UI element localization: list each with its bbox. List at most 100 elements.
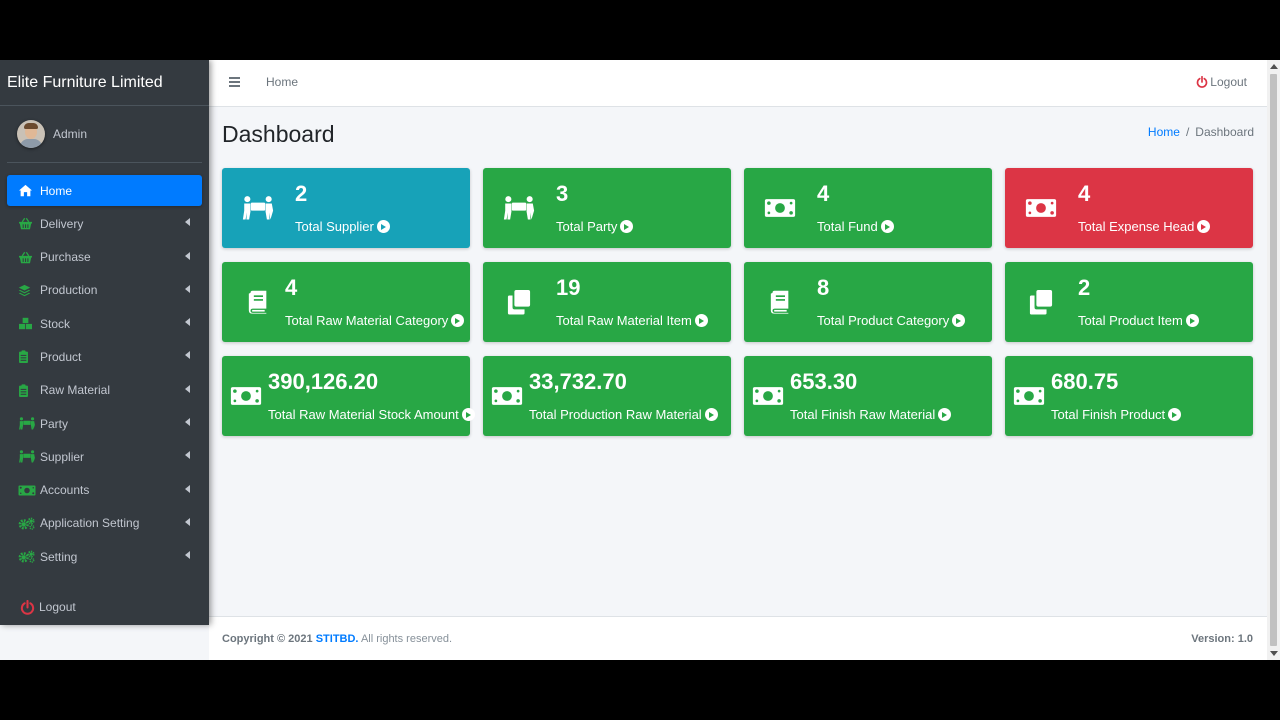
stat-label-link[interactable]: Total Finish Product [1051, 407, 1182, 422]
menu-toggle-icon[interactable] [229, 77, 240, 87]
stat-label: Total Finish Product [1051, 407, 1166, 422]
stat-value: 8 [817, 275, 830, 300]
arrow-circle-right-icon [451, 314, 465, 327]
stat-label-link[interactable]: Total Finish Raw Material [790, 407, 952, 422]
arrow-circle-right-icon [1197, 220, 1211, 233]
version-value: 1.0 [1237, 633, 1253, 645]
scroll-down-arrow-icon[interactable] [1270, 651, 1278, 656]
copyright-text: Copyright © 2021 [222, 633, 313, 645]
sidebar-item-product[interactable]: Product [7, 341, 202, 372]
scroll-up-arrow-icon[interactable] [1270, 64, 1278, 69]
scroll-thumb[interactable] [1270, 74, 1277, 646]
chevron-left-icon [185, 218, 190, 227]
arrow-circle-right-icon [704, 408, 718, 421]
sidebar-item-label: Delivery [40, 216, 84, 231]
money-icon [228, 382, 264, 410]
sidebar-item-setting[interactable]: Setting [7, 541, 202, 572]
top-logout-link[interactable]: Logout [1196, 75, 1247, 89]
breadcrumb-home[interactable]: Home [1147, 125, 1180, 139]
stat-box-total-production-raw-material[interactable]: 33,732.70 Total Production Raw Material [483, 356, 731, 436]
top-home-link[interactable]: Home [266, 75, 299, 89]
arrow-circle-right-icon [938, 408, 952, 421]
stat-label-link[interactable]: Total Product Category [817, 313, 966, 328]
sidebar-item-label: Supplier [40, 449, 85, 464]
breadcrumb-current: Dashboard [1195, 125, 1254, 139]
stat-value: 4 [817, 181, 830, 206]
stat-label: Total Supplier [295, 219, 374, 234]
sidebar-item-application-setting[interactable]: Application Setting [7, 508, 202, 539]
money-icon [18, 483, 36, 497]
stat-label: Total Fund [817, 219, 878, 234]
page-title: Dashboard [222, 121, 335, 147]
stat-label: Total Raw Material Item [556, 313, 692, 328]
sidebar-item-stock[interactable]: Stock [7, 308, 202, 339]
stat-box-total-product-item[interactable]: 2 Total Product Item [1005, 262, 1253, 342]
arrow-circle-right-icon [461, 408, 475, 421]
stat-box-total-raw-material-category[interactable]: 4 Total Raw Material Category [222, 262, 470, 342]
sidebar-item-raw-material[interactable]: Raw Material [7, 375, 202, 406]
sidebar-item-label: Purchase [40, 250, 91, 265]
stat-box-total-raw-material-stock-amount[interactable]: 390,126.20 Total Raw Material Stock Amoun… [222, 356, 475, 436]
user-name[interactable]: Admin [53, 127, 88, 141]
sidebar-logout-label: Logout [39, 600, 76, 614]
company-link[interactable]: STITBD. [315, 633, 359, 645]
version-label: Version: [1191, 633, 1235, 645]
sidebar-item-accounts[interactable]: Accounts [7, 475, 202, 506]
top-navbar: Home Logout [209, 60, 1267, 107]
stat-box-total-finish-product[interactable]: 680.75 Total Finish Product [1005, 356, 1253, 436]
arrow-circle-right-icon [880, 220, 894, 233]
stat-value: 2 [295, 181, 308, 206]
page-scrollbar[interactable] [1267, 60, 1280, 660]
stat-label-link[interactable]: Total Party [556, 219, 634, 234]
footer: Copyright © 2021 STITBD. All rights rese… [209, 616, 1267, 660]
stat-label-link[interactable]: Total Expense Head [1078, 219, 1211, 234]
chevron-left-icon [185, 551, 190, 560]
stat-value: 680.75 [1051, 369, 1119, 394]
arrow-circle-right-icon [620, 220, 634, 233]
money-icon [750, 382, 786, 410]
stat-box-total-fund[interactable]: 4 Total Fund [744, 168, 992, 248]
stat-box-total-party[interactable]: 3 Total Party [483, 168, 731, 248]
brand-title[interactable]: Elite Furniture Limited [0, 60, 209, 106]
chevron-left-icon [185, 384, 190, 393]
sidebar-item-party[interactable]: Party [7, 408, 202, 439]
sidebar-item-label: Party [40, 416, 69, 431]
sidebar-item-delivery[interactable]: Delivery [7, 208, 202, 239]
money-icon [762, 194, 798, 222]
stat-box-total-supplier[interactable]: 2 Total Supplier [222, 168, 470, 248]
chevron-left-icon [185, 484, 190, 493]
chevron-left-icon [185, 418, 190, 427]
stat-box-total-product-category[interactable]: 8 Total Product Category [744, 262, 992, 342]
stat-label-link[interactable]: Total Fund [817, 219, 894, 234]
stat-label: Total Party [556, 219, 618, 234]
stat-value: 390,126.20 [268, 369, 379, 394]
sidebar-menu: Home Delivery Purchase Production Stock Produ… [7, 175, 202, 575]
clone-icon [1023, 288, 1059, 316]
sidebar-item-purchase[interactable]: Purchase [7, 242, 202, 273]
stat-box-total-expense-head[interactable]: 4 Total Expense Head [1005, 168, 1253, 248]
user-panel: Admin [7, 106, 202, 163]
cogs-icon [18, 516, 36, 530]
avatar[interactable] [17, 120, 45, 148]
stat-label: Total Raw Material Category [285, 313, 449, 328]
sidebar-logout[interactable]: Logout [7, 594, 202, 620]
stat-box-total-raw-material-item[interactable]: 19 Total Raw Material Item [483, 262, 731, 342]
stat-label-link[interactable]: Total Product Item [1078, 313, 1199, 328]
stat-label-link[interactable]: Total Raw Material Stock Amount [268, 407, 475, 422]
sidebar-item-label: Product [40, 349, 82, 364]
stat-label-link[interactable]: Total Supplier [295, 219, 390, 234]
sidebar-item-home[interactable]: Home [7, 175, 202, 206]
stat-label-link[interactable]: Total Raw Material Category [285, 313, 465, 328]
stat-label-link[interactable]: Total Production Raw Material [529, 407, 718, 422]
stat-label-link[interactable]: Total Raw Material Item [556, 313, 708, 328]
stat-box-total-finish-raw-material[interactable]: 653.30 Total Finish Raw Material [744, 356, 992, 436]
chevron-left-icon [185, 351, 190, 360]
breadcrumb-separator: / [1185, 125, 1190, 139]
stat-boxes: 2 Total Supplier 3 Total Party 4 Total Fund 4 T… [222, 168, 1254, 436]
sidebar-item-production[interactable]: Production [7, 275, 202, 306]
chevron-left-icon [185, 517, 190, 526]
arrow-circle-right-icon [376, 220, 390, 233]
stat-label: Total Expense Head [1078, 219, 1195, 234]
money-icon [1023, 194, 1059, 222]
sidebar-item-supplier[interactable]: Supplier [7, 441, 202, 472]
